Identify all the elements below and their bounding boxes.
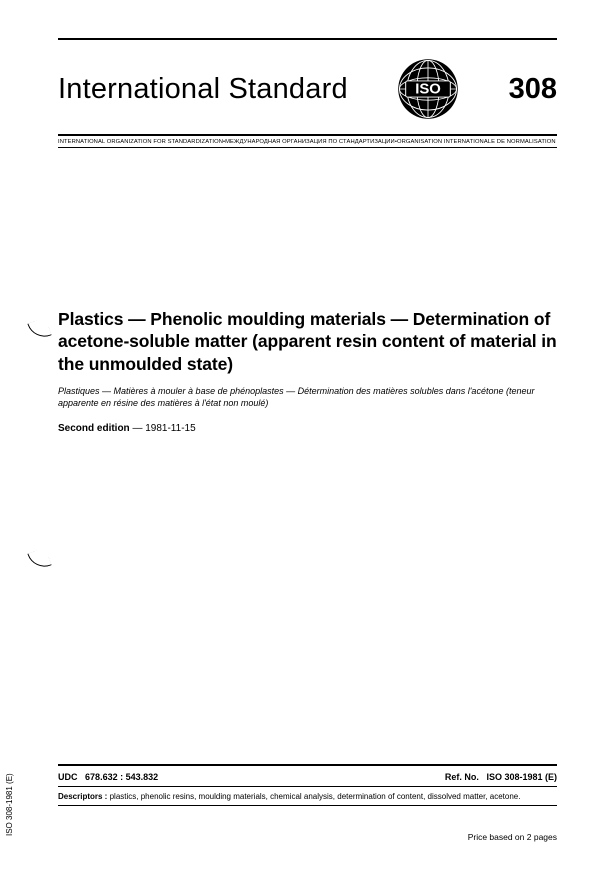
ref-label: Ref. No. bbox=[445, 772, 479, 782]
edition-line: Second edition — 1981-11-15 bbox=[58, 423, 557, 434]
edition-label: Second edition bbox=[58, 423, 130, 434]
header-row: International Standard ISO 308 bbox=[58, 40, 557, 134]
organization-line: INTERNATIONAL ORGANIZATION FOR STANDARDI… bbox=[58, 136, 557, 147]
edition-sep: — bbox=[132, 423, 145, 434]
footer-meta-row: UDC 678.632 : 543.832 Ref. No. ISO 308-1… bbox=[58, 766, 557, 786]
udc-label: UDC bbox=[58, 772, 78, 782]
edition-date: 1981-11-15 bbox=[145, 423, 195, 434]
main-block: Plastics — Phenolic moulding materials —… bbox=[58, 308, 557, 434]
ref-value: ISO 308-1981 (E) bbox=[486, 772, 557, 782]
svg-text:ISO: ISO bbox=[415, 81, 441, 97]
binding-mark-bottom bbox=[30, 548, 44, 572]
header-rule-bottom bbox=[58, 147, 557, 148]
footer-rule-mid2 bbox=[58, 805, 557, 806]
descriptors-value: plastics, phenolic resins, moulding mate… bbox=[110, 792, 521, 801]
udc-block: UDC 678.632 : 543.832 bbox=[58, 772, 158, 782]
iso-logo-icon: ISO bbox=[397, 58, 459, 120]
ref-block: Ref. No. ISO 308-1981 (E) bbox=[445, 772, 557, 782]
descriptors-label: Descriptors : bbox=[58, 792, 107, 801]
udc-value: 678.632 : 543.832 bbox=[85, 772, 158, 782]
document-title-en: Plastics — Phenolic moulding materials —… bbox=[58, 308, 557, 375]
spine-label: ISO 308-1981 (E) bbox=[5, 773, 14, 836]
footer-block: UDC 678.632 : 543.832 Ref. No. ISO 308-1… bbox=[58, 764, 557, 842]
binding-mark-top bbox=[30, 318, 44, 342]
header-title: International Standard bbox=[58, 73, 348, 106]
standard-number: 308 bbox=[509, 73, 557, 106]
document-title-fr: Plastiques — Matières à mouler à base de… bbox=[58, 385, 557, 409]
price-line: Price based on 2 pages bbox=[58, 832, 557, 842]
descriptors-line: Descriptors : plastics, phenolic resins,… bbox=[58, 787, 557, 805]
